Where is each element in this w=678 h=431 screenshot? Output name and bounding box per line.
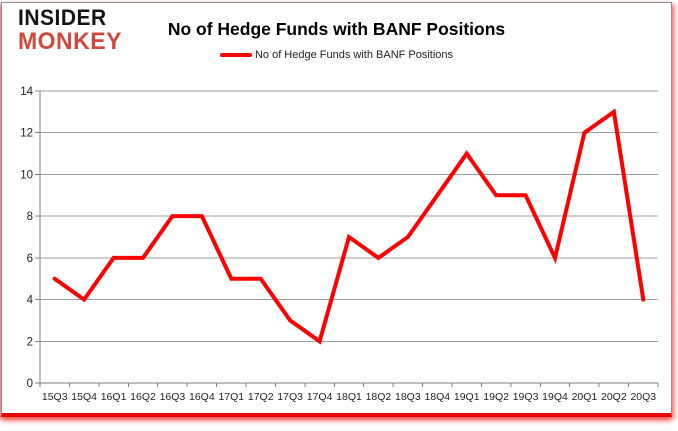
y-tick-label-0: 0 xyxy=(27,378,33,390)
y-tick-label-8: 8 xyxy=(27,211,33,223)
logo-word-monkey: MONKEY xyxy=(18,26,122,55)
chart-title: No of Hedge Funds with BANF Positions xyxy=(167,19,506,39)
x-tick-label-19Q1: 19Q1 xyxy=(454,391,480,403)
x-tick-label-19Q4: 19Q4 xyxy=(542,391,568,403)
y-tick-label-4: 4 xyxy=(27,295,34,307)
legend-series-label: No of Hedge Funds with BANF Positions xyxy=(254,49,454,61)
x-tick-label-20Q2: 20Q2 xyxy=(601,391,627,403)
legend-line-marker xyxy=(219,53,252,57)
x-tick-label-18Q3: 18Q3 xyxy=(395,391,421,403)
x-tick-label-19Q2: 19Q2 xyxy=(483,391,509,403)
logo-word-insider: INSIDER xyxy=(18,5,107,31)
x-tick-label-17Q2: 17Q2 xyxy=(248,391,274,403)
x-tick-label-19Q3: 19Q3 xyxy=(513,391,539,403)
x-tick-label-18Q4: 18Q4 xyxy=(424,391,450,403)
x-tick-label-18Q2: 18Q2 xyxy=(366,391,392,403)
y-tick-label-14: 14 xyxy=(20,86,33,98)
y-tick-label-10: 10 xyxy=(20,169,33,181)
x-tick-label-18Q1: 18Q1 xyxy=(336,391,362,403)
x-tick-label-20Q1: 20Q1 xyxy=(572,391,598,403)
x-tick-label-15Q4: 15Q4 xyxy=(71,391,97,403)
y-tick-label-12: 12 xyxy=(20,128,33,140)
y-tick-label-6: 6 xyxy=(27,253,33,265)
x-tick-label-15Q3: 15Q3 xyxy=(42,391,68,403)
x-tick-label-16Q4: 16Q4 xyxy=(189,391,215,403)
x-tick-label-17Q4: 17Q4 xyxy=(307,391,333,403)
x-tick-label-17Q3: 17Q3 xyxy=(277,391,303,403)
x-tick-label-16Q2: 16Q2 xyxy=(130,391,156,403)
chart-canvas: 0 2 4 6 8 10 12 14 15Q3 15Q4 16Q1 16Q2 16Q3 16Q4 17Q1 1… xyxy=(20,86,659,403)
chart-header: No of Hedge Funds with BANF Positions No… xyxy=(2,3,671,61)
x-tick-label-16Q3: 16Q3 xyxy=(160,391,186,403)
insider-monkey-logo: INSIDER MONKEY xyxy=(18,5,122,55)
x-tick-label-16Q1: 16Q1 xyxy=(101,391,127,403)
legend: No of Hedge Funds with BANF Positions xyxy=(2,49,671,61)
x-tick-label-20Q3: 20Q3 xyxy=(630,391,656,403)
series-line-0 xyxy=(52,108,646,345)
chart-card: INSIDER MONKEY No of Hedge Funds with BA… xyxy=(1,2,672,417)
x-tick-label-17Q1: 17Q1 xyxy=(218,391,244,403)
y-tick-label-2: 2 xyxy=(27,336,33,348)
